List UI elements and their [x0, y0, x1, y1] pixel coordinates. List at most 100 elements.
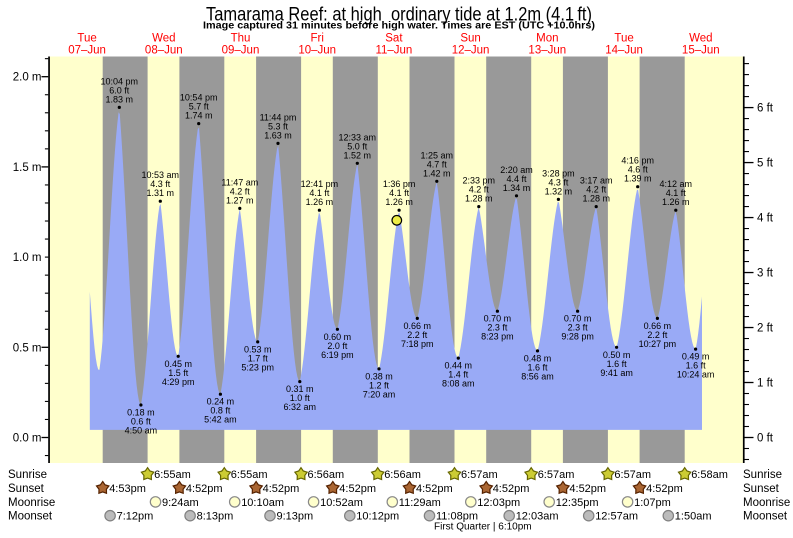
svg-text:Sunset: Sunset	[743, 483, 780, 495]
svg-text:4:50 am: 4:50 am	[125, 426, 158, 436]
svg-text:1.39 m: 1.39 m	[624, 174, 652, 184]
svg-text:10:53 am: 10:53 am	[142, 170, 180, 180]
svg-text:Moonset: Moonset	[8, 511, 53, 523]
svg-text:10:54 pm: 10:54 pm	[180, 93, 218, 103]
svg-text:2.0 m: 2.0 m	[13, 72, 42, 84]
svg-text:4 ft: 4 ft	[757, 213, 774, 225]
svg-text:2.2 ft: 2.2 ft	[647, 330, 668, 340]
svg-text:3 ft: 3 ft	[757, 268, 774, 280]
svg-text:11:44 pm: 11:44 pm	[260, 112, 297, 122]
svg-text:1.27 m: 1.27 m	[226, 195, 254, 205]
svg-text:1.4 ft: 1.4 ft	[448, 370, 469, 380]
svg-text:9:28 pm: 9:28 pm	[561, 332, 594, 342]
svg-text:12:35pm: 12:35pm	[556, 497, 599, 509]
svg-text:4:52pm: 4:52pm	[569, 483, 606, 495]
svg-text:1:50am: 1:50am	[675, 511, 712, 523]
svg-text:5:42 am: 5:42 am	[204, 415, 237, 425]
svg-text:1:25 am: 1:25 am	[421, 150, 454, 160]
svg-text:6:56am: 6:56am	[384, 469, 421, 481]
svg-text:1.34 m: 1.34 m	[503, 183, 531, 193]
svg-text:0.6 ft: 0.6 ft	[131, 417, 152, 427]
svg-text:10:04 pm: 10:04 pm	[101, 76, 139, 86]
svg-text:14–Jun: 14–Jun	[605, 45, 643, 57]
svg-text:5.0 ft: 5.0 ft	[347, 141, 368, 151]
svg-text:Wed: Wed	[689, 33, 712, 45]
svg-text:9:41 am: 9:41 am	[600, 368, 633, 378]
svg-text:0.48 m: 0.48 m	[524, 353, 552, 363]
svg-text:Sunrise: Sunrise	[8, 469, 47, 481]
svg-text:10:27 pm: 10:27 pm	[639, 339, 677, 349]
svg-text:4.1 ft: 4.1 ft	[666, 188, 687, 198]
svg-text:4.3 ft: 4.3 ft	[548, 177, 569, 187]
svg-text:12:33 am: 12:33 am	[339, 132, 377, 142]
svg-text:1.6 ft: 1.6 ft	[607, 359, 628, 369]
svg-text:1.6 ft: 1.6 ft	[686, 361, 707, 371]
svg-text:11:08pm: 11:08pm	[436, 511, 478, 523]
svg-text:Fri: Fri	[310, 33, 323, 45]
svg-text:1.52 m: 1.52 m	[344, 150, 372, 160]
svg-text:2.2 ft: 2.2 ft	[407, 330, 428, 340]
svg-text:7:18 pm: 7:18 pm	[401, 339, 434, 349]
svg-text:1 ft: 1 ft	[757, 378, 774, 390]
svg-text:Moonset: Moonset	[743, 511, 788, 523]
svg-text:10:12pm: 10:12pm	[356, 511, 399, 523]
svg-text:2:20 am: 2:20 am	[500, 165, 533, 175]
svg-text:6:19 pm: 6:19 pm	[321, 350, 354, 360]
svg-text:1.42 m: 1.42 m	[423, 168, 451, 178]
svg-text:4:52pm: 4:52pm	[493, 483, 530, 495]
svg-text:1.7 ft: 1.7 ft	[248, 353, 269, 363]
svg-text:Tue: Tue	[77, 33, 96, 45]
svg-text:15–Jun: 15–Jun	[682, 45, 720, 57]
svg-text:4:29 pm: 4:29 pm	[162, 377, 195, 387]
svg-text:4.2 ft: 4.2 ft	[469, 185, 490, 195]
svg-text:0.60 m: 0.60 m	[324, 332, 352, 342]
svg-text:3:28 pm: 3:28 pm	[542, 168, 575, 178]
svg-text:10:24 am: 10:24 am	[677, 370, 715, 380]
svg-text:Moonrise: Moonrise	[8, 497, 55, 509]
svg-text:Sunset: Sunset	[8, 483, 45, 495]
svg-text:0.66 m: 0.66 m	[644, 321, 672, 331]
svg-text:1.6 ft: 1.6 ft	[527, 362, 548, 372]
svg-text:4:16 pm: 4:16 pm	[621, 156, 654, 166]
svg-text:0.70 m: 0.70 m	[484, 314, 512, 324]
svg-text:07–Jun: 07–Jun	[68, 45, 106, 57]
svg-text:09–Jun: 09–Jun	[222, 45, 260, 57]
svg-text:6 ft: 6 ft	[757, 103, 774, 115]
svg-text:0.31 m: 0.31 m	[286, 384, 314, 394]
svg-text:1.32 m: 1.32 m	[545, 186, 573, 196]
svg-text:6:56am: 6:56am	[308, 469, 345, 481]
svg-text:0.49 m: 0.49 m	[682, 352, 710, 362]
svg-text:0.8 ft: 0.8 ft	[210, 406, 231, 416]
svg-text:Wed: Wed	[152, 33, 175, 45]
svg-text:Thu: Thu	[231, 33, 251, 45]
svg-text:6.0 ft: 6.0 ft	[109, 85, 130, 95]
svg-text:4.2 ft: 4.2 ft	[586, 185, 607, 195]
svg-text:4:52pm: 4:52pm	[186, 483, 223, 495]
svg-text:9:13pm: 9:13pm	[277, 511, 314, 523]
svg-text:Sun: Sun	[460, 33, 480, 45]
svg-text:12:03pm: 12:03pm	[477, 497, 520, 509]
svg-text:11:29am: 11:29am	[399, 497, 441, 509]
svg-text:0.38 m: 0.38 m	[365, 371, 393, 381]
svg-text:3:17 am: 3:17 am	[580, 176, 613, 186]
svg-text:1.83 m: 1.83 m	[106, 94, 134, 104]
svg-text:10:10am: 10:10am	[241, 497, 284, 509]
svg-text:0.66 m: 0.66 m	[404, 321, 432, 331]
svg-text:Moonrise: Moonrise	[743, 497, 790, 509]
svg-text:0.45 m: 0.45 m	[164, 359, 192, 369]
svg-text:0.53 m: 0.53 m	[244, 344, 272, 354]
svg-text:5:23 pm: 5:23 pm	[241, 362, 274, 372]
svg-text:8:08 am: 8:08 am	[442, 379, 475, 389]
svg-text:12:41 pm: 12:41 pm	[301, 179, 339, 189]
svg-text:4:52pm: 4:52pm	[339, 483, 376, 495]
svg-text:4.6 ft: 4.6 ft	[628, 165, 649, 175]
svg-text:2.0 ft: 2.0 ft	[327, 341, 348, 351]
svg-text:10–Jun: 10–Jun	[298, 45, 336, 57]
svg-text:First Quarter | 6:10pm: First Quarter | 6:10pm	[434, 522, 532, 533]
svg-text:8:56 am: 8:56 am	[521, 371, 554, 381]
svg-text:4:52pm: 4:52pm	[416, 483, 453, 495]
svg-text:4.4 ft: 4.4 ft	[506, 174, 527, 184]
svg-text:6:55am: 6:55am	[154, 469, 191, 481]
svg-text:4:12 am: 4:12 am	[660, 179, 693, 189]
svg-text:4.7 ft: 4.7 ft	[427, 159, 448, 169]
